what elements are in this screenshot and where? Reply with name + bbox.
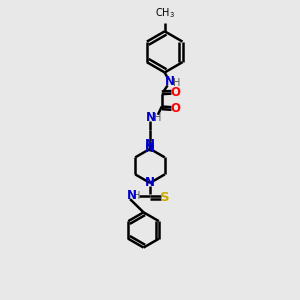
Text: H: H — [154, 113, 161, 123]
Text: N: N — [145, 138, 155, 151]
Text: N: N — [145, 142, 155, 155]
Text: N: N — [165, 75, 175, 88]
Text: N: N — [127, 189, 137, 203]
Text: H: H — [133, 191, 140, 201]
Text: N: N — [146, 111, 156, 124]
Text: H: H — [173, 78, 180, 88]
Text: O: O — [170, 102, 180, 115]
Text: CH$_3$: CH$_3$ — [155, 6, 175, 20]
Text: S: S — [160, 191, 169, 204]
Text: O: O — [170, 86, 180, 99]
Text: N: N — [145, 176, 155, 189]
